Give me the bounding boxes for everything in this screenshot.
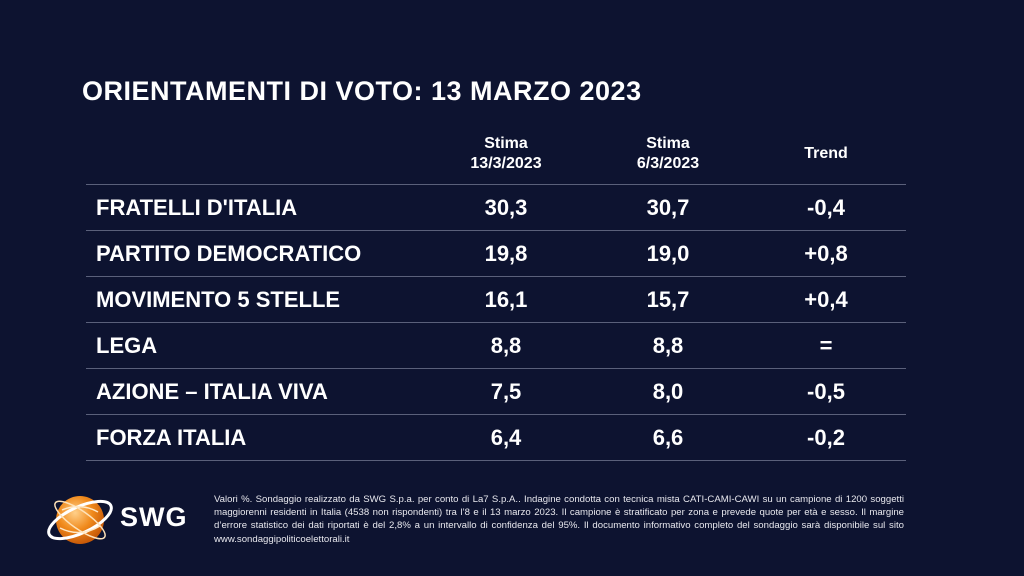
estimate-current: 6,4 (490, 425, 522, 450)
party-name: PARTITO DEMOCRATICO (96, 241, 362, 266)
table-row: LEGA 8,8 8,8 = (86, 323, 906, 369)
poll-table: Stima 13/3/2023 Stima 6/3/2023 Trend FRA… (86, 128, 906, 461)
header-estimate-current-label: Stima (484, 135, 528, 152)
table-row: PARTITO DEMOCRATICO 19,8 19,0 +0,8 (86, 231, 906, 277)
estimate-previous: 8,0 (652, 379, 684, 404)
trend-value: -0,2 (807, 425, 845, 450)
estimate-current: 30,3 (484, 195, 528, 220)
estimate-previous: 15,7 (646, 287, 690, 312)
trend-value: +0,4 (804, 287, 848, 312)
party-name: FORZA ITALIA (96, 425, 247, 450)
estimate-current: 7,5 (490, 379, 522, 404)
table-row: AZIONE – ITALIA VIVA 7,5 8,0 -0,5 (86, 369, 906, 415)
estimate-current: 8,8 (490, 333, 522, 358)
table-row: FRATELLI D'ITALIA 30,3 30,7 -0,4 (86, 185, 906, 231)
header-estimate-previous-date: 6/3/2023 (636, 155, 700, 172)
logo-text: SWG (120, 502, 188, 532)
estimate-previous: 6,6 (652, 425, 684, 450)
trend-value: -0,5 (807, 379, 845, 404)
header-trend: Trend (804, 145, 848, 162)
trend-value: +0,8 (804, 241, 848, 266)
table-row: FORZA ITALIA 6,4 6,6 -0,2 (86, 415, 906, 461)
table-header: Stima 13/3/2023 Stima 6/3/2023 Trend (86, 128, 906, 185)
estimate-previous: 30,7 (646, 195, 690, 220)
estimate-current: 19,8 (484, 241, 528, 266)
party-name: FRATELLI D'ITALIA (96, 195, 298, 220)
party-name: AZIONE – ITALIA VIVA (96, 379, 328, 404)
party-name: LEGA (96, 333, 158, 358)
swg-logo: SWG (44, 488, 187, 552)
trend-value: = (819, 333, 833, 358)
table-row: MOVIMENTO 5 STELLE 16,1 15,7 +0,4 (86, 277, 906, 323)
trend-value: -0,4 (807, 195, 845, 220)
estimate-previous: 8,8 (652, 333, 684, 358)
party-name: MOVIMENTO 5 STELLE (96, 287, 341, 312)
page-title: ORIENTAMENTI DI VOTO: 13 MARZO 2023 (82, 76, 642, 106)
methodology-note: Valori %. Sondaggio realizzato da SWG S.… (214, 494, 904, 545)
globe-logo-icon (47, 496, 113, 544)
header-estimate-current: Stima 13/3/2023 (446, 134, 566, 174)
header-estimate-previous-label: Stima (646, 135, 690, 152)
header-estimate-current-date: 13/3/2023 (470, 155, 542, 172)
estimate-current: 16,1 (484, 287, 528, 312)
estimate-previous: 19,0 (646, 241, 690, 266)
header-estimate-previous: Stima 6/3/2023 (608, 134, 728, 174)
